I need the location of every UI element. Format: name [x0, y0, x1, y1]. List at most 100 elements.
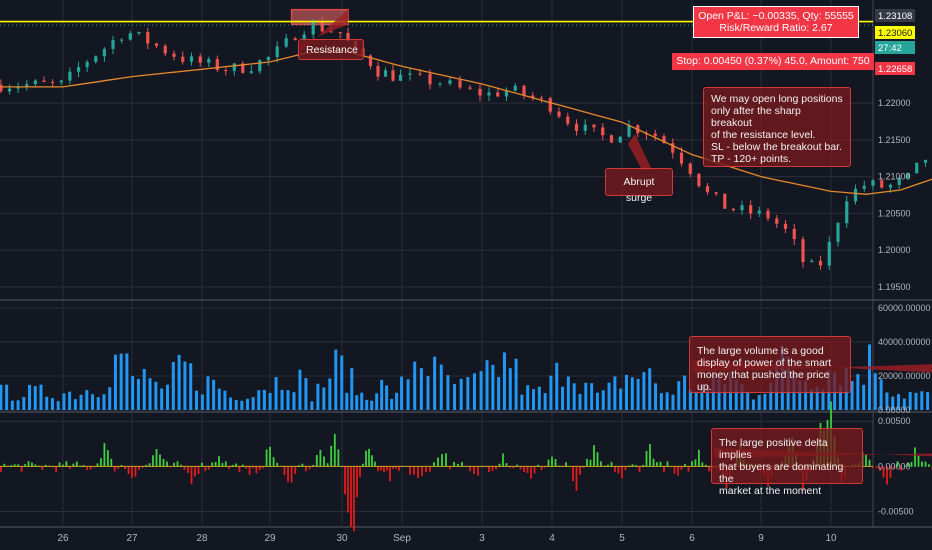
delta-bar — [333, 433, 336, 467]
candle-body — [59, 80, 63, 83]
delta-bar — [106, 450, 109, 467]
candle-body — [880, 180, 884, 188]
candle-body — [0, 84, 3, 92]
long-note-line: We may open long positions — [711, 93, 843, 105]
volume-bar — [91, 394, 95, 410]
candle-body — [249, 71, 253, 73]
delta-bar — [72, 463, 75, 467]
volume-histogram — [0, 344, 932, 410]
volume-bar — [154, 381, 158, 410]
volume-bar — [268, 392, 272, 410]
candle-body — [68, 71, 72, 81]
price-axis[interactable]: 1.23108 1.23060 27:42 1.22658 1.22000 1.21500… — [875, 9, 915, 292]
delta-bar — [698, 449, 700, 467]
volume-axis[interactable]: 60000.00000 40000.00000 20000.00000 0.00000 — [878, 303, 931, 415]
volume-bar — [723, 384, 727, 410]
delta-bar — [283, 466, 286, 476]
candle-body — [398, 74, 403, 81]
delta-bar — [301, 463, 304, 467]
volume-bar — [142, 368, 146, 410]
volume-bar — [200, 394, 204, 410]
candle-body — [25, 84, 29, 87]
volume-bar — [613, 376, 617, 410]
delta-bar — [173, 462, 175, 467]
candle-body — [705, 186, 710, 193]
volume-note-line: display of power of the smart — [697, 357, 832, 369]
candle-body — [723, 193, 727, 209]
candle-body — [801, 239, 805, 263]
volume-bar — [131, 376, 135, 410]
delta-bar — [875, 466, 878, 469]
candle-body — [320, 21, 324, 32]
time-tick-label: 4 — [549, 533, 555, 544]
delta-bar — [330, 445, 333, 467]
volume-bar — [897, 394, 901, 410]
volume-note-line: The large volume is a good — [697, 345, 824, 357]
candle-body — [224, 69, 228, 71]
volume-bar — [526, 385, 530, 410]
candle-body — [16, 86, 20, 89]
volume-bar — [683, 375, 687, 410]
surge-callout — [628, 134, 652, 170]
candle-body — [85, 61, 89, 68]
delta-bar — [166, 461, 168, 467]
candle-body — [888, 184, 893, 188]
delta-bar — [910, 461, 913, 467]
delta-bar — [194, 466, 196, 477]
price-tick-label: 1.20000 — [878, 245, 911, 255]
delta-bar — [551, 456, 553, 467]
volume-bar — [257, 390, 261, 410]
volume-bar — [328, 378, 332, 410]
volume-bar — [908, 391, 912, 410]
delta-axis[interactable]: 0.00500 0.00000 -0.00500 — [878, 416, 914, 516]
delta-bar — [907, 462, 909, 467]
delta-bar — [241, 464, 244, 467]
volume-bar — [514, 358, 518, 410]
price-tick-label: 1.20500 — [878, 208, 911, 218]
delta-bar — [224, 461, 227, 467]
time-tick-label: 26 — [57, 533, 69, 544]
candle-body — [539, 97, 544, 99]
candle-body — [592, 124, 596, 128]
volume-bar — [56, 401, 60, 410]
delta-bar — [631, 464, 634, 467]
volume-bar — [355, 395, 359, 410]
volume-bar — [809, 388, 813, 410]
time-axis[interactable]: 26 27 28 29 30 Sep 3 4 5 6 9 10 — [57, 533, 837, 544]
delta-bar — [141, 466, 144, 468]
delta-bar — [356, 466, 358, 498]
volume-bar — [245, 398, 249, 410]
volume-bar — [370, 400, 374, 410]
delta-bar — [469, 466, 471, 472]
delta-bar — [477, 466, 479, 476]
delta-bar — [437, 457, 439, 467]
candle-body — [172, 53, 176, 57]
delta-bar — [701, 462, 704, 467]
candle-body — [853, 188, 858, 202]
delta-bar — [51, 466, 54, 468]
candle-body — [329, 31, 333, 33]
delta-bar — [624, 466, 627, 471]
delta-bar — [353, 466, 355, 532]
delta-bar — [684, 463, 686, 467]
volume-bar — [426, 376, 430, 410]
delta-bar — [27, 461, 30, 467]
volume-bar — [619, 388, 623, 410]
candle-body — [438, 83, 442, 85]
volume-bar — [497, 376, 501, 410]
delta-bar — [512, 466, 515, 469]
delta-bar — [694, 459, 697, 467]
delta-bar — [607, 464, 609, 467]
volume-bar — [251, 397, 255, 410]
volume-bar — [879, 379, 883, 410]
volume-bar — [746, 392, 750, 410]
delta-bar — [680, 466, 683, 470]
delta-bar — [872, 466, 874, 468]
delta-bar — [272, 457, 275, 467]
delta-bar — [319, 449, 322, 467]
candle-body — [871, 180, 875, 186]
delta-bar — [708, 466, 711, 472]
volume-bar — [217, 388, 221, 410]
stop-label[interactable]: Stop: 0.00450 (0.37%) 45.0, Amount: 750 — [672, 53, 874, 70]
open-pnl-label[interactable]: Open P&L: −0.00335, Qty: 55555 Risk/Rewa… — [693, 6, 859, 38]
